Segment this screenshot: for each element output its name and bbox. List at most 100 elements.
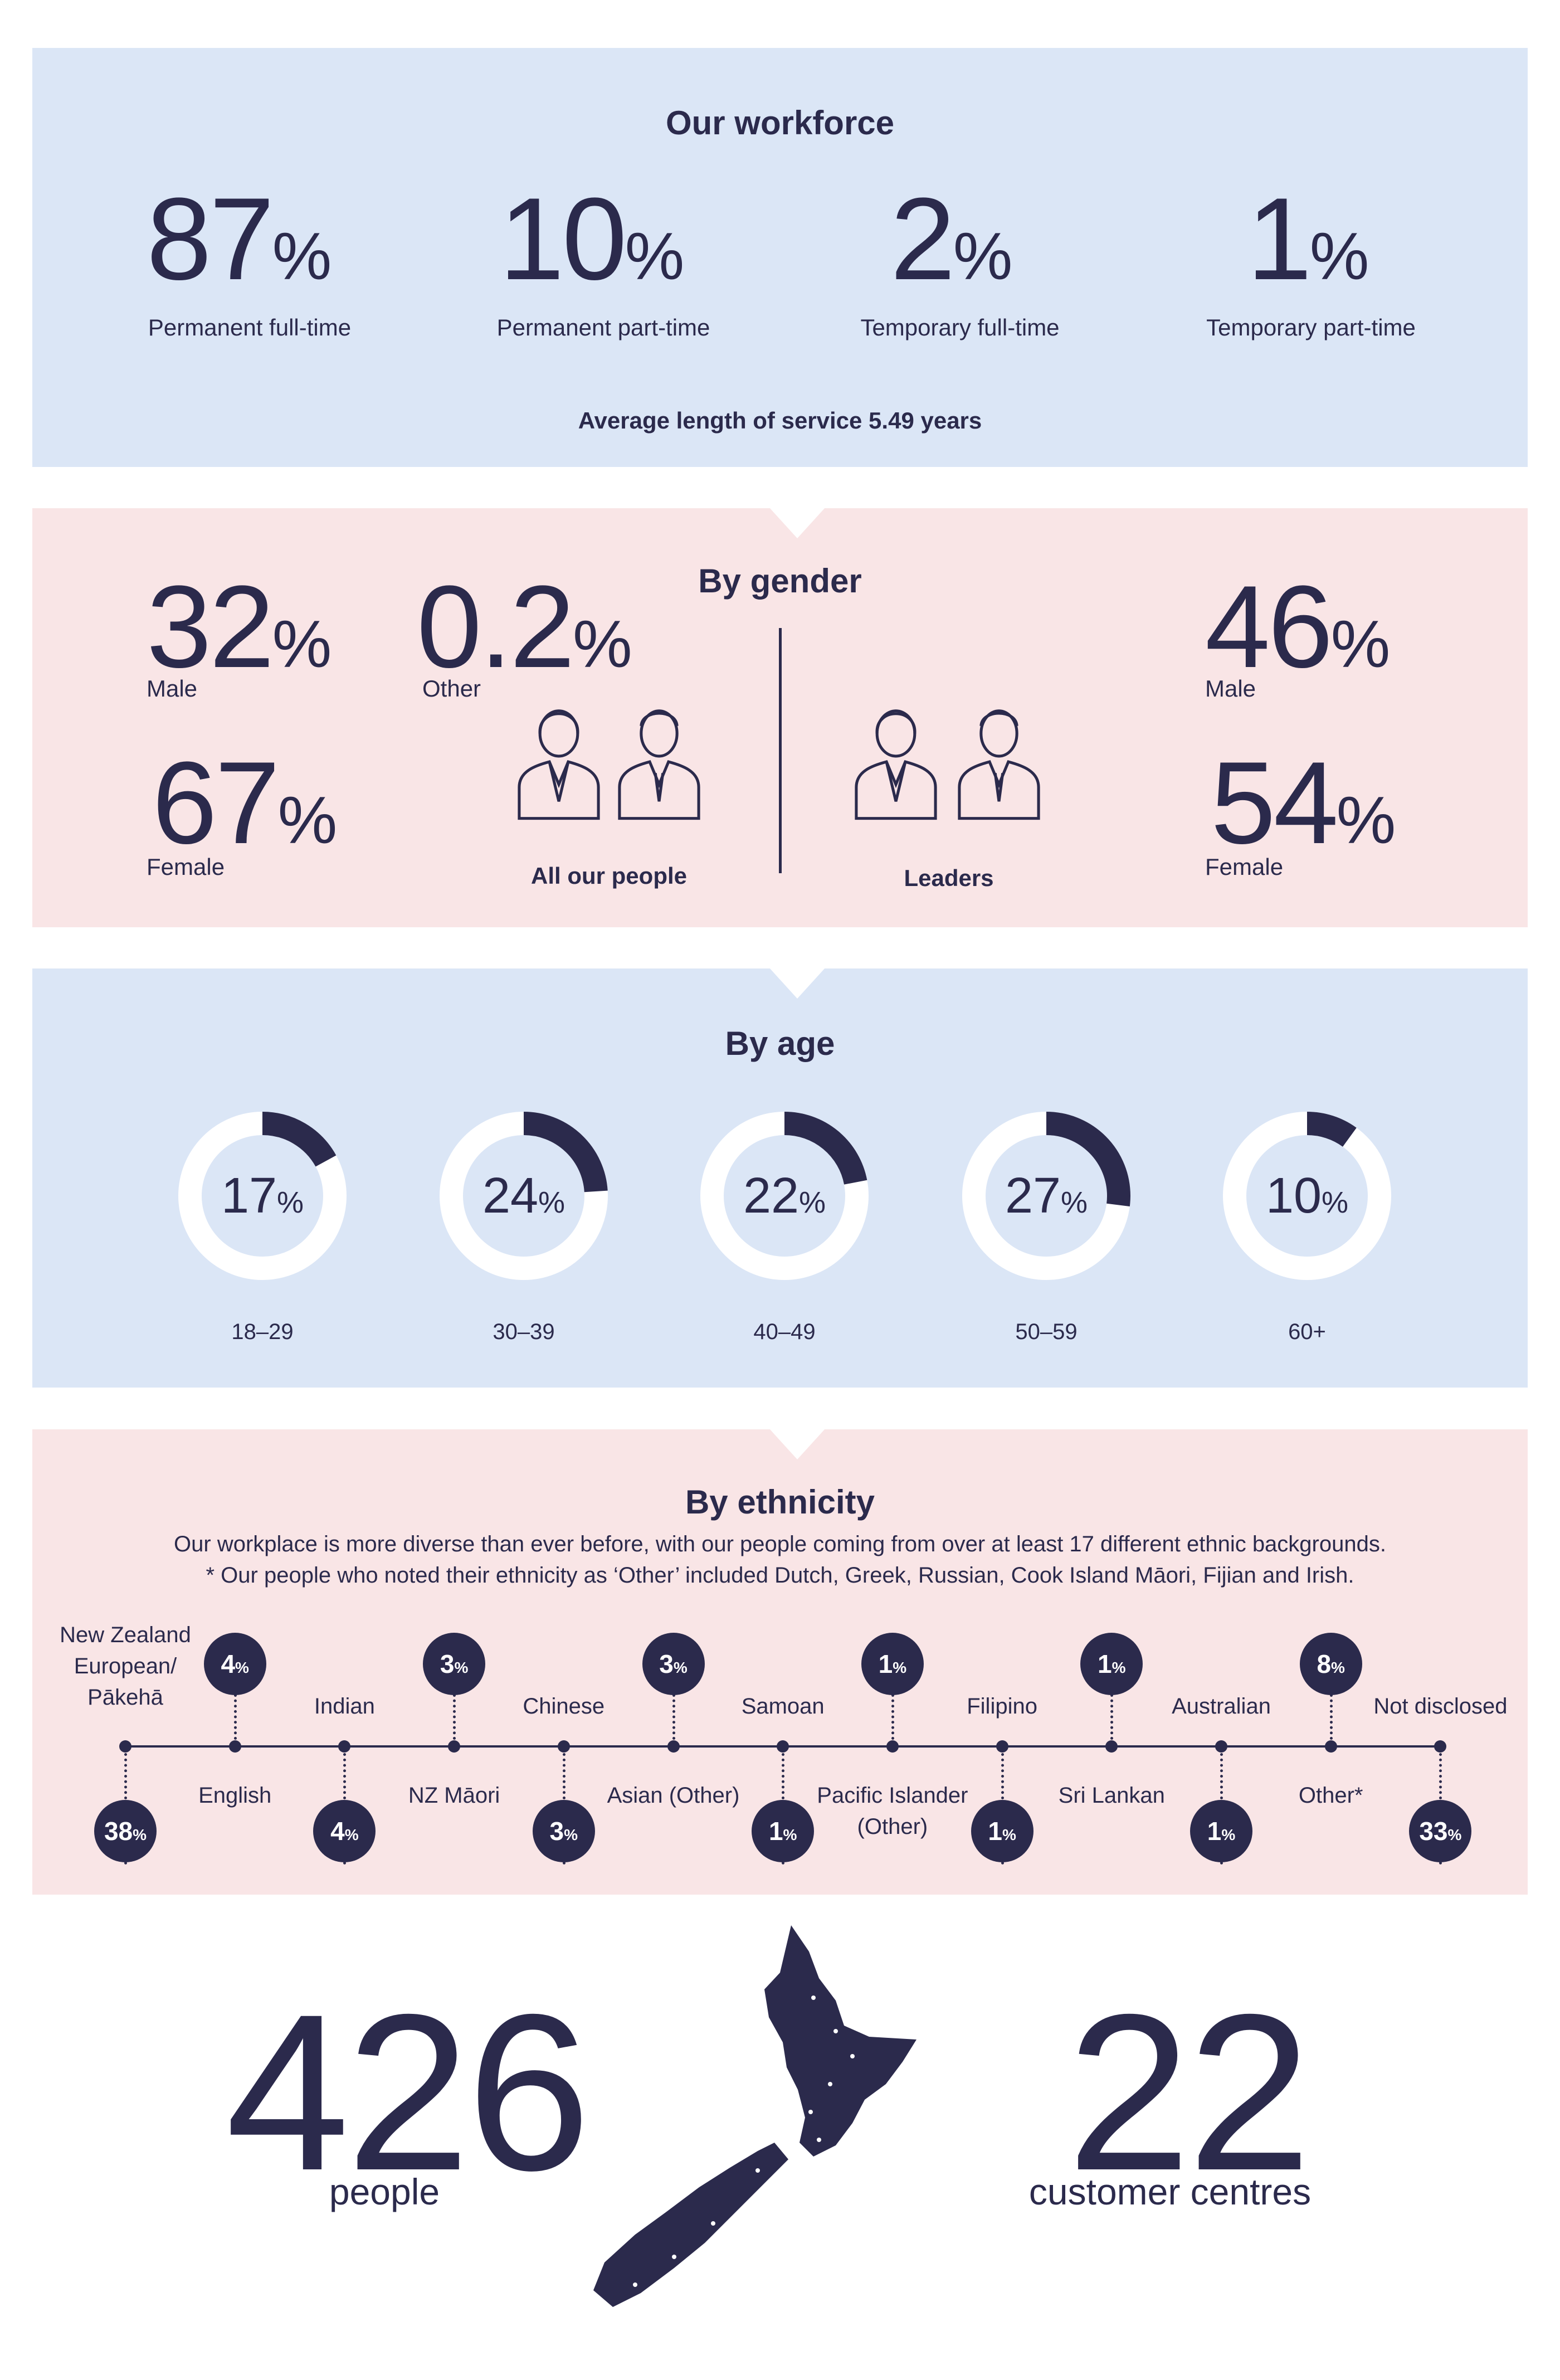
centres-label: customer centres <box>1028 2171 1312 2212</box>
age-donut-segment <box>1223 1112 1391 1280</box>
ethnicity-label: Filipino <box>967 1694 1037 1719</box>
gender-title: By gender <box>698 562 862 600</box>
workforce-panel: Our workforce 87% Permanent full-time 10… <box>32 48 1528 467</box>
section-pointer <box>769 1429 825 1459</box>
section-pointer <box>769 508 825 538</box>
timeline-connector <box>891 1694 894 1740</box>
age-donut-ring <box>178 1112 347 1280</box>
all-male-value: 32% <box>147 561 332 692</box>
ethnicity-label: Sri Lankan <box>1058 1783 1165 1808</box>
age-donut-segment <box>178 1112 347 1280</box>
ethnicity-percent-badge: 33% <box>1409 1800 1472 1862</box>
timeline-dot <box>338 1740 351 1753</box>
timeline-connector <box>233 1694 237 1740</box>
ethnicity-footnote: * Our people who noted their ethnicity a… <box>206 1563 1354 1588</box>
ethnicity-label: NZ Māori <box>408 1783 500 1808</box>
stat-permanent-full-time-label: Permanent full-time <box>148 314 352 340</box>
age-panel: By age 17% 18–29 24% 30–39 22% 40–49 27% 50–59 1… <box>32 968 1528 1388</box>
all-female-value: 67% <box>152 737 338 868</box>
age-donut-ring <box>1223 1112 1391 1280</box>
stat-temporary-part-time-value: 1% <box>1247 173 1369 304</box>
ethnicity-percent-badge: 3% <box>423 1633 486 1695</box>
new-zealand-map-icon <box>593 1925 916 2307</box>
leaders-caption: Leaders <box>904 865 994 891</box>
timeline-dot <box>886 1740 899 1753</box>
stat-permanent-part-time-label: Permanent part-time <box>496 314 710 340</box>
ethnicity-label: Australian <box>1172 1694 1271 1719</box>
timeline-connector <box>672 1694 675 1740</box>
gender-panel: By gender 32% Male 0.2% Other 67% Female… <box>32 508 1528 927</box>
timeline-connector <box>1110 1694 1114 1740</box>
ethnicity-label: Samoan <box>741 1694 825 1719</box>
female-leader-icon <box>855 709 937 820</box>
age-value: 10% <box>1265 1168 1349 1224</box>
timeline-connector <box>1329 1694 1333 1740</box>
age-donut-ring <box>440 1112 608 1280</box>
age-donut-segment <box>700 1112 869 1280</box>
timeline-dot <box>1215 1740 1227 1753</box>
ethnicity-percent-badge: 3% <box>642 1633 705 1695</box>
stat-permanent-part-time-value: 10% <box>499 173 685 304</box>
age-value: 27% <box>1005 1168 1088 1224</box>
ethnicity-label: Not disclosed <box>1373 1694 1508 1719</box>
age-value: 22% <box>743 1168 826 1224</box>
ethnicity-intro: Our workplace is more diverse than ever … <box>174 1532 1386 1556</box>
leaders-female-label: Female <box>1205 854 1284 880</box>
female-person-icon <box>518 709 600 820</box>
age-range-label: 30–39 <box>493 1320 555 1344</box>
ethnicity-label: Other* <box>1298 1783 1363 1808</box>
leaders-male-label: Male <box>1205 675 1256 702</box>
stat-temporary-part-time-label: Temporary part-time <box>1206 314 1416 340</box>
age-range-label: 50–59 <box>1015 1320 1078 1344</box>
ethnicity-percent-badge: 1% <box>1080 1633 1143 1695</box>
age-donut-ring <box>962 1112 1130 1280</box>
stat-permanent-full-time-value: 87% <box>147 173 332 304</box>
male-leader-icon <box>958 709 1040 820</box>
ethnicity-percent-badge: 4% <box>313 1800 376 1862</box>
section-pointer <box>769 968 825 999</box>
ethnicity-percent-badge: 8% <box>1299 1633 1362 1695</box>
age-title: By age <box>725 1025 835 1062</box>
timeline-dot <box>996 1740 1008 1753</box>
ethnicity-percent-badge: 4% <box>203 1633 266 1695</box>
age-donut-segment <box>440 1112 608 1280</box>
people-count: 426 <box>226 1968 591 2217</box>
timeline-dot <box>119 1740 131 1753</box>
age-range-label: 18–29 <box>231 1320 294 1344</box>
all-people-caption: All our people <box>530 863 687 889</box>
age-donut-segment <box>962 1112 1130 1280</box>
timeline-dot <box>1434 1740 1447 1753</box>
leaders-male-value: 46% <box>1205 561 1391 692</box>
all-male-label: Male <box>147 675 198 702</box>
age-donut-ring <box>700 1112 869 1280</box>
ethnicity-percent-badge: 1% <box>1190 1800 1252 1862</box>
ethnicity-percent-badge: 1% <box>861 1633 924 1695</box>
ethnicity-percent-badge: 1% <box>752 1800 815 1862</box>
timeline-dot <box>667 1740 680 1753</box>
ethnicity-label: Asian (Other) <box>607 1783 740 1808</box>
ethnicity-percent-badge: 1% <box>971 1800 1034 1862</box>
timeline-dot <box>777 1740 789 1753</box>
age-range-label: 60+ <box>1288 1320 1326 1344</box>
all-other-label: Other <box>422 675 481 702</box>
gender-divider <box>779 628 782 873</box>
leaders-female-value: 54% <box>1211 737 1396 868</box>
ethnicity-percent-badge: 38% <box>94 1800 157 1862</box>
workforce-title: Our workforce <box>665 104 895 142</box>
timeline-dot <box>228 1740 241 1753</box>
timeline-dot <box>1324 1740 1337 1753</box>
male-person-icon <box>618 709 700 820</box>
people-label: people <box>329 2171 440 2212</box>
age-value: 17% <box>221 1168 304 1224</box>
all-female-label: Female <box>147 854 225 880</box>
ethnicity-percent-badge: 3% <box>532 1800 595 1862</box>
stat-temporary-full-time-value: 2% <box>890 173 1013 304</box>
stat-temporary-full-time-label: Temporary full-time <box>860 314 1060 340</box>
average-service: Average length of service 5.49 years <box>578 407 982 434</box>
ethnicity-label: English <box>198 1783 272 1808</box>
ethnicity-label: Chinese <box>523 1694 605 1719</box>
ethnicity-label: Pacific Islander (Other) <box>817 1783 968 1839</box>
age-value: 24% <box>482 1168 566 1224</box>
timeline-dot <box>1105 1740 1118 1753</box>
timeline-dot <box>448 1740 461 1753</box>
